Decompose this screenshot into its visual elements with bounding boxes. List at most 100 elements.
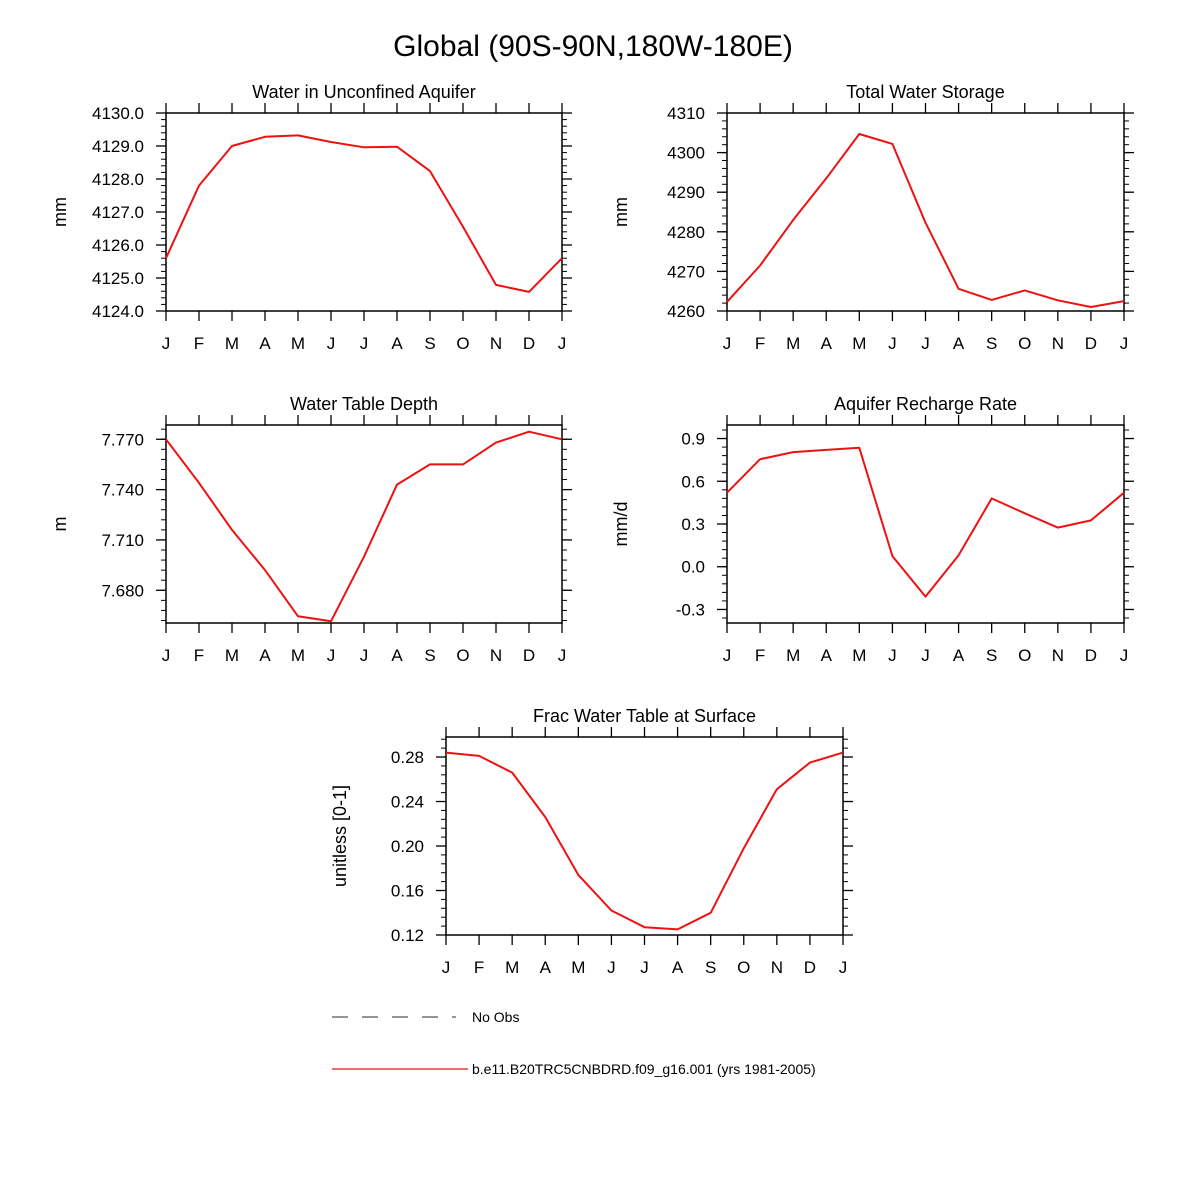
x-tick-label: A: [540, 958, 552, 977]
y-tick-label: 7.740: [101, 481, 144, 500]
series-line-1: [165, 430, 563, 623]
x-tick-label: J: [558, 646, 567, 665]
x-tick-label: N: [490, 646, 502, 665]
y-tick-label: 4270: [667, 262, 705, 281]
x-tick-label: J: [558, 334, 567, 353]
chart-panel-3: Water Table Depth m J F M A M J J A S O N D J 7.680 7.71…: [50, 394, 572, 665]
x-tick-label: A: [953, 334, 965, 353]
x-tick-label: J: [327, 334, 336, 353]
x-tick-label: O: [1018, 646, 1031, 665]
y-tick-label: 0.20: [391, 837, 424, 856]
x-tick-label: M: [225, 334, 239, 353]
x-tick-label: J: [888, 646, 897, 665]
x-tick-label: A: [259, 334, 271, 353]
y-axis-label: mm: [611, 197, 631, 227]
x-tick-label: M: [852, 646, 866, 665]
legend: No Obs b.e11.B20TRC5CNBDRD.f09_g16.001 (…: [332, 1009, 816, 1077]
x-tick-label: J: [360, 334, 369, 353]
x-tick-label: A: [821, 334, 833, 353]
x-tick-label: N: [1052, 646, 1064, 665]
y-tick-label: 4127.0: [92, 203, 144, 222]
chart-title: Water Table Depth: [290, 394, 438, 414]
x-tick-label: D: [523, 334, 535, 353]
y-tick-label: 4125.0: [92, 269, 144, 288]
x-tick-label: J: [921, 646, 930, 665]
x-tick-label: O: [1018, 334, 1031, 353]
series-line-1: [165, 134, 563, 293]
x-tick-label: S: [986, 334, 997, 353]
legend-model-label: b.e11.B20TRC5CNBDRD.f09_g16.001 (yrs 198…: [472, 1061, 816, 1077]
series-line-1: [445, 751, 844, 931]
x-tick-label: M: [852, 334, 866, 353]
plot-frame: [165, 424, 563, 624]
y-tick-label: 0.3: [681, 515, 705, 534]
x-tick-label: S: [424, 334, 435, 353]
y-axis-label: mm/d: [611, 502, 631, 547]
x-tick-label: D: [523, 646, 535, 665]
y-tick-label: 0.16: [391, 882, 424, 901]
x-tick-label: N: [1052, 334, 1064, 353]
y-tick-label: 4300: [667, 144, 705, 163]
y-tick-label: 0.6: [681, 472, 705, 491]
x-tick-label: F: [474, 958, 484, 977]
x-tick-label: M: [786, 646, 800, 665]
y-tick-label: 4129.0: [92, 137, 144, 156]
x-tick-label: M: [571, 958, 585, 977]
y-tick-label: 4280: [667, 223, 705, 242]
figure-title: Global (90S-90N,180W-180E): [393, 30, 793, 63]
chart-panel-5: Frac Water Table at Surface unitless [0-1…: [330, 706, 853, 977]
x-tick-label: O: [737, 958, 750, 977]
y-tick-label: 0.0: [681, 558, 705, 577]
x-tick-label: N: [771, 958, 783, 977]
x-tick-label: M: [291, 646, 305, 665]
x-tick-label: J: [607, 958, 616, 977]
plot-frame: [165, 112, 563, 312]
x-tick-label: A: [259, 646, 271, 665]
y-tick-label: 7.710: [101, 531, 144, 550]
x-tick-label: N: [490, 334, 502, 353]
x-tick-label: D: [1085, 334, 1097, 353]
x-tick-label: D: [804, 958, 816, 977]
plot-frame: [445, 736, 844, 936]
y-tick-label: 7.680: [101, 581, 144, 600]
x-tick-label: M: [786, 334, 800, 353]
x-tick-label: F: [755, 646, 765, 665]
x-tick-label: J: [162, 334, 171, 353]
chart-title: Aquifer Recharge Rate: [834, 394, 1017, 414]
y-tick-label: 4126.0: [92, 236, 144, 255]
y-tick-label: 0.24: [391, 793, 424, 812]
y-axis-label: m: [50, 517, 70, 532]
chart-panel-1: Water in Unconfined Aquifer mm J F M A M J J A S O N…: [50, 82, 572, 353]
y-axis-label: mm: [50, 197, 70, 227]
y-tick-label: 4124.0: [92, 302, 144, 321]
x-tick-label: J: [723, 646, 732, 665]
plot-frame: [726, 424, 1125, 624]
y-tick-label: -0.3: [676, 600, 705, 619]
x-tick-label: A: [391, 646, 403, 665]
series-line-1: [726, 133, 1125, 308]
x-tick-label: M: [291, 334, 305, 353]
series-line-1: [726, 446, 1125, 598]
y-tick-label: 0.12: [391, 926, 424, 945]
x-tick-label: J: [327, 646, 336, 665]
x-tick-label: M: [225, 646, 239, 665]
y-tick-label: 4290: [667, 183, 705, 202]
x-tick-label: A: [953, 646, 965, 665]
chart-title: Total Water Storage: [846, 82, 1004, 102]
y-tick-label: 4310: [667, 104, 705, 123]
x-tick-label: J: [723, 334, 732, 353]
y-tick-label: 4130.0: [92, 104, 144, 123]
x-tick-label: J: [360, 646, 369, 665]
x-tick-label: J: [640, 958, 649, 977]
x-tick-label: J: [839, 958, 848, 977]
chart-title: Frac Water Table at Surface: [533, 706, 756, 726]
x-tick-label: S: [424, 646, 435, 665]
x-tick-label: S: [705, 958, 716, 977]
chart-title: Water in Unconfined Aquifer: [252, 82, 475, 102]
y-tick-label: 7.770: [101, 430, 144, 449]
y-axis-label: unitless [0-1]: [330, 785, 350, 887]
